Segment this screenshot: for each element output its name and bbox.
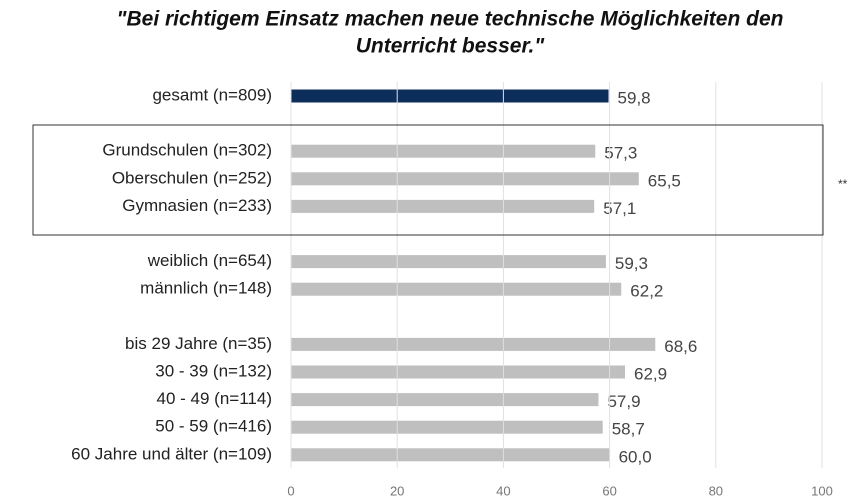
value-label: 59,3: [615, 254, 648, 273]
value-label: 60,0: [619, 447, 652, 466]
x-tick-label: 20: [390, 483, 404, 498]
value-label: 57,1: [603, 199, 636, 218]
value-label: 68,6: [664, 337, 697, 356]
y-tick-label: männlich (n=148): [140, 279, 272, 298]
y-tick-label: Grundschulen (n=302): [102, 141, 272, 160]
bar: [291, 365, 625, 379]
group-box: [32, 124, 824, 236]
bar: [291, 199, 595, 213]
y-tick-label: gesamt (n=809): [152, 85, 272, 104]
bar: [291, 337, 656, 351]
value-label: 58,7: [612, 420, 645, 439]
x-tick-label: 80: [709, 483, 723, 498]
x-tick-label: 60: [602, 483, 616, 498]
y-tick-label: 60 Jahre und älter (n=109): [71, 444, 272, 463]
y-tick-label: bis 29 Jahre (n=35): [125, 334, 272, 353]
x-tick-label: 0: [287, 483, 294, 498]
y-tick-label: 50 - 59 (n=416): [155, 417, 272, 436]
annotation: **: [838, 177, 848, 191]
x-tick-label: 100: [811, 483, 833, 498]
value-label: 59,8: [618, 88, 651, 107]
bar: [291, 89, 609, 103]
value-label: 62,9: [634, 364, 667, 383]
y-tick-label: weiblich (n=654): [147, 251, 272, 270]
bar: [291, 448, 610, 462]
value-label: 57,9: [607, 392, 640, 411]
bar: [291, 420, 603, 434]
bar: [291, 393, 599, 407]
value-label: 62,2: [630, 282, 663, 301]
y-tick-label: 30 - 39 (n=132): [155, 361, 272, 380]
bar: [291, 255, 606, 269]
y-tick-label: 40 - 49 (n=114): [157, 389, 272, 408]
x-tick-label: 40: [496, 483, 510, 498]
chart-title: Unterricht besser.": [356, 35, 546, 58]
bar: [291, 144, 596, 158]
y-tick-label: Gymnasien (n=233): [122, 196, 272, 215]
value-label: 65,5: [648, 171, 681, 190]
bar: [291, 172, 639, 186]
chart-title: "Bei richtigem Einsatz machen neue techn…: [117, 8, 784, 31]
value-label: 57,3: [604, 144, 637, 163]
bar: [291, 282, 622, 296]
y-tick-label: Oberschulen (n=252): [112, 168, 272, 187]
